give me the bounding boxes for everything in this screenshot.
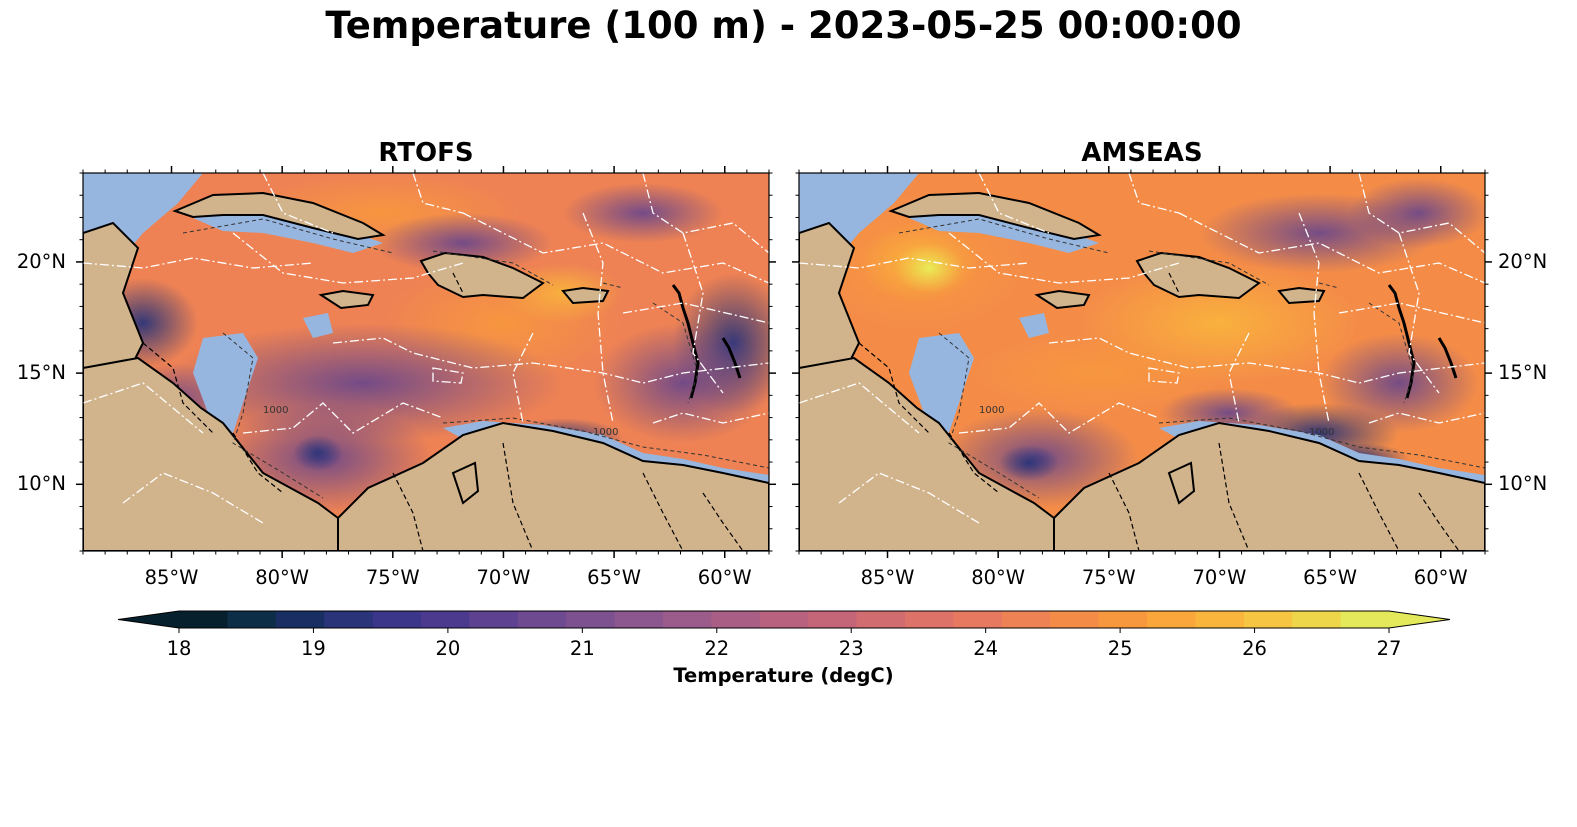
colorbar-bin: [1340, 611, 1390, 628]
colorbar-bin: [1001, 611, 1051, 628]
colorbar-bin: [227, 611, 277, 628]
colorbar-tick-label: 18: [166, 637, 192, 660]
lat-tick-label-left: 15°N: [16, 361, 66, 385]
colorbar-label: Temperature (degC): [673, 664, 894, 687]
colorbar-tick-label: 24: [973, 637, 999, 660]
colorbar-bin: [808, 611, 858, 628]
colorbar-bin: [372, 611, 422, 628]
colorbar-tick-label: 26: [1242, 637, 1267, 660]
colorbar-tick-label: 19: [301, 637, 326, 660]
figure-title: Temperature (100 m) - 2023-05-25 00:00:0…: [325, 4, 1242, 47]
colorbar-bin: [1243, 611, 1293, 628]
colorbar-bin: [469, 611, 519, 628]
depth-label: 1000: [263, 405, 288, 416]
colorbar-bin: [759, 611, 809, 628]
lon-tick-label: 85°W: [144, 566, 199, 589]
lon-tick-label: 65°W: [587, 566, 642, 589]
colorbar: [117, 610, 1451, 633]
colorbar-tick-label: 20: [435, 637, 461, 660]
lat-tick-label-left: 10°N: [16, 472, 66, 496]
colorbar-bin: [421, 611, 470, 628]
colorbar-bin: [275, 611, 325, 628]
lon-tick-label: 85°W: [860, 566, 915, 589]
colorbar-bin: [1147, 611, 1196, 628]
lon-tick-label: 75°W: [365, 566, 420, 589]
colorbar-bin: [711, 611, 761, 628]
lon-tick-label: 60°W: [1413, 566, 1468, 589]
colorbar-extend-high: [1389, 611, 1450, 628]
panel-title-rtofs: RTOFS: [378, 138, 474, 168]
colorbar-tick-label: 21: [569, 637, 595, 660]
lat-tick-label-right: 10°N: [1498, 472, 1548, 496]
lat-tick-label-right: 15°N: [1498, 361, 1548, 385]
colorbar-bin: [614, 611, 664, 628]
depth-label: 1000: [593, 427, 618, 438]
colorbar-extend-low: [118, 611, 179, 628]
lon-tick-label: 70°W: [476, 566, 531, 589]
colorbar-bin: [856, 611, 906, 628]
depth-label: 1000: [1309, 427, 1334, 438]
colorbar-tick-label: 25: [1107, 637, 1133, 660]
lon-tick-label: 75°W: [1081, 566, 1136, 589]
colorbar-bin: [179, 611, 228, 628]
lon-tick-label: 80°W: [255, 566, 310, 589]
lon-tick-label: 70°W: [1192, 566, 1247, 589]
colorbar-tick-label: 27: [1376, 637, 1402, 660]
amseas-map-panel: 1000 1000: [799, 173, 1485, 551]
colorbar-bin: [1292, 611, 1342, 628]
colorbar-bin: [953, 611, 1003, 628]
colorbar-bin: [663, 611, 712, 628]
colorbar-bin: [905, 611, 954, 628]
depth-label: 1000: [979, 405, 1004, 416]
lat-tick-label-left: 20°N: [16, 249, 66, 273]
rtofs-map-panel: 1000 1000: [83, 173, 769, 551]
lat-tick-label-right: 20°N: [1498, 249, 1548, 273]
panel-title-amseas: AMSEAS: [1081, 138, 1203, 168]
colorbar-bin: [1098, 611, 1148, 628]
lon-tick-label: 65°W: [1303, 566, 1358, 589]
colorbar-bin: [324, 611, 374, 628]
colorbar-bin: [1050, 611, 1100, 628]
lon-tick-label: 80°W: [971, 566, 1026, 589]
lon-tick-label: 60°W: [697, 566, 752, 589]
colorbar-tick-label: 23: [838, 637, 864, 660]
colorbar-tick-label: 22: [704, 637, 730, 660]
colorbar-bin: [1195, 611, 1245, 628]
colorbar-bin: [517, 611, 567, 628]
colorbar-bin: [566, 611, 616, 628]
